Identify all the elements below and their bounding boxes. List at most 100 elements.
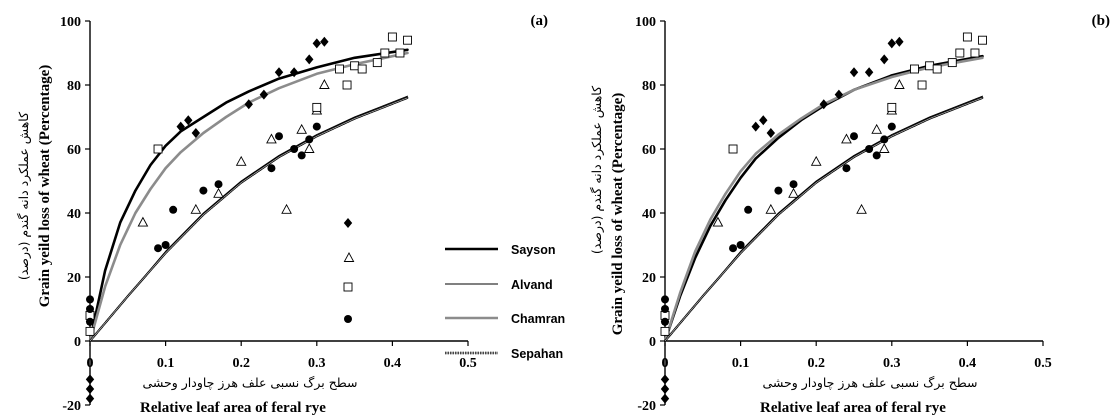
point-sepahan-a xyxy=(312,122,321,131)
point-sepahan-b xyxy=(850,132,858,141)
legend-markers xyxy=(343,218,355,323)
y-tick-label-b: 0 xyxy=(649,335,656,350)
point-sayson-b xyxy=(819,99,828,110)
point-chamran-a xyxy=(335,64,344,74)
point-sayson-a xyxy=(85,384,95,394)
x-tick-label-b: 0.4 xyxy=(959,356,977,371)
point-sepahan-b xyxy=(774,186,783,195)
point-chamran-b xyxy=(925,61,935,71)
point-alvand-b xyxy=(878,143,890,153)
chart-panel-a: -20 0 20 40 60 80 100 0 0.1 0.2 0.3 0.4 0.5 (a) Rela… xyxy=(16,13,548,416)
x-tick-label-a: 0.3 xyxy=(308,356,326,371)
fit-line-inner-sepahan-b xyxy=(664,97,983,342)
x-tick-label-b: 0.1 xyxy=(732,356,750,371)
legend-item-chamran: Chamran xyxy=(445,312,565,326)
point-sayson-b xyxy=(895,36,904,47)
point-sepahan-a xyxy=(86,317,94,326)
point-alvand-a xyxy=(303,143,315,153)
x-axis-title-fa-a: سطح برگ نسبی علف هرز چاودار وحشی xyxy=(142,375,357,391)
fit-lines-a xyxy=(88,48,409,343)
point-alvand-b xyxy=(765,203,777,214)
panel-label-b: (b) xyxy=(1092,13,1110,29)
chart-panel-b: -20 0 20 40 60 80 100 0 0.1 0.2 0.3 0.4 0.5 (b) Rela… xyxy=(589,13,1110,416)
point-sepahan-a xyxy=(290,145,299,153)
x-tick-label-a: 0.4 xyxy=(384,356,402,371)
point-sayson-a xyxy=(305,54,314,65)
fit-line-chamran-a xyxy=(88,51,409,343)
point-chamran-b xyxy=(728,144,738,154)
axes-b: -20 0 20 40 60 80 100 0 0.1 0.2 0.3 0.4 0.5 xyxy=(635,15,1052,414)
point-sayson-a xyxy=(259,89,269,100)
point-sayson-b xyxy=(660,393,670,404)
x-axis-title-fa-b: سطح برگ نسبی علف هرز چاودار وحشی xyxy=(762,375,977,391)
point-sayson-a xyxy=(184,115,193,126)
point-sayson-a xyxy=(274,67,284,78)
legend-marker-sepahan xyxy=(344,315,352,323)
point-sayson-a xyxy=(176,121,185,132)
point-chamran-a xyxy=(380,48,390,58)
point-sepahan-b xyxy=(736,241,745,249)
x-axis-title-b: Relative leaf area of feral rye xyxy=(760,400,946,416)
fit-line-sayson-b xyxy=(663,54,984,343)
fit-line-sepahan-a xyxy=(88,96,409,343)
point-alvand-a xyxy=(190,203,202,214)
x-tick-label-a: 0.5 xyxy=(459,356,477,371)
point-chamran-a xyxy=(372,58,382,68)
point-sayson-b xyxy=(759,115,768,126)
point-sayson-a xyxy=(85,374,95,385)
legend-marker-chamran xyxy=(343,282,353,292)
point-alvand-b xyxy=(856,203,867,214)
point-sepahan-b xyxy=(872,151,881,160)
point-sepahan-a xyxy=(86,295,94,304)
point-sepahan-b xyxy=(789,180,798,189)
point-sayson-b xyxy=(766,128,776,138)
x-tick-label-b: 0.3 xyxy=(883,356,901,371)
point-alvand-a xyxy=(137,216,149,227)
point-sayson-a xyxy=(312,38,321,49)
fit-line-sepahan-b xyxy=(663,96,984,343)
axes-a: -20 0 20 40 60 80 100 0 0.1 0.2 0.3 0.4 0.5 xyxy=(60,15,477,414)
data-points-a xyxy=(85,32,412,404)
legend-label-alvand: Alvand xyxy=(511,278,553,292)
x-axis-title-a: Relative leaf area of feral rye xyxy=(140,400,326,416)
point-alvand-a xyxy=(296,123,308,134)
legend: Sayson Alvand Chamran Sepahan xyxy=(445,243,565,361)
fit-lines-b xyxy=(663,54,984,343)
point-sayson-a xyxy=(289,67,299,78)
legend-label-sayson: Sayson xyxy=(511,243,555,257)
point-sepahan-a xyxy=(214,180,223,189)
point-chamran-a xyxy=(395,48,405,58)
point-sepahan-b xyxy=(661,305,669,313)
y-tick-label-b: 40 xyxy=(642,207,656,222)
legend-item-sayson: Sayson xyxy=(445,243,555,257)
point-sayson-a xyxy=(320,36,329,47)
point-alvand-a xyxy=(266,133,277,144)
point-sepahan-b xyxy=(880,135,889,144)
point-sepahan-a xyxy=(161,241,170,249)
y-tick-label-b: 80 xyxy=(642,79,656,94)
fit-line-chamran-b xyxy=(663,56,984,343)
point-sayson-b xyxy=(834,89,844,100)
legend-marker-sayson xyxy=(343,218,353,228)
point-sayson-b xyxy=(880,54,889,65)
x-tick-label-b: 0.2 xyxy=(807,356,825,371)
point-sepahan-b xyxy=(661,295,669,304)
fit-line-sayson-a xyxy=(88,48,409,343)
point-sepahan-a xyxy=(154,244,163,253)
point-sepahan-a xyxy=(275,132,283,141)
y-axis-title-fa-a: کاهش عملکرد دانه گندم (درصد) xyxy=(16,112,32,280)
point-chamran-b xyxy=(955,48,965,58)
point-chamran-a xyxy=(403,35,412,45)
data-points-b xyxy=(660,32,987,404)
point-alvand-b xyxy=(788,187,799,198)
y-tick-label-b: -20 xyxy=(637,399,656,414)
x-tick-label-a: 0.1 xyxy=(157,356,175,371)
legend-label-chamran: Chamran xyxy=(511,312,565,326)
point-sepahan-a xyxy=(169,205,178,214)
point-chamran-a xyxy=(312,102,322,112)
point-alvand-b xyxy=(841,133,852,144)
point-alvand-b xyxy=(712,216,724,227)
legend-item-sepahan: Sepahan xyxy=(445,347,563,361)
y-axis-title-a: Grain yeild loss of wheat (Percentage) xyxy=(37,65,53,308)
fit-line-alvand-a xyxy=(89,95,408,342)
